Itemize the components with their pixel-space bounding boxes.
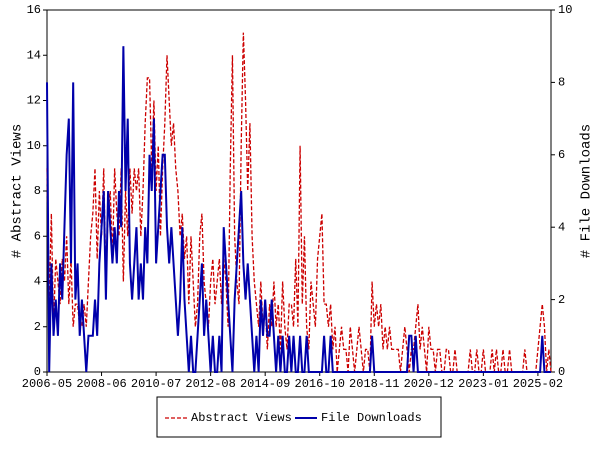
legend-label: File Downloads — [321, 411, 422, 425]
y2-tick-label: 10 — [558, 3, 572, 17]
y2-tick-label: 6 — [558, 148, 565, 162]
y2-axis-label: # File Downloads — [579, 124, 595, 258]
x-tick-label: 2008-06 — [76, 377, 126, 391]
y-tick-label: 4 — [34, 275, 41, 289]
x-tick-label: 2025-02 — [513, 377, 563, 391]
x-tick-label: 2006-05 — [22, 377, 72, 391]
y-tick-label: 10 — [27, 139, 41, 153]
x-tick-label: 2023-01 — [458, 377, 508, 391]
y-tick-label: 12 — [27, 94, 41, 108]
y2-tick-label: 4 — [558, 220, 565, 234]
x-tick-label: 2012-08 — [185, 377, 235, 391]
x-tick-label: 2010-07 — [131, 377, 181, 391]
y-tick-label: 14 — [27, 48, 41, 62]
y2-tick-label: 0 — [558, 365, 565, 379]
x-tick-label: 2020-12 — [404, 377, 454, 391]
y-tick-label: 6 — [34, 229, 41, 243]
x-tick-label: 2016-10 — [295, 377, 345, 391]
plot-frame — [46, 9, 552, 373]
x-tick-label: 2014-09 — [240, 377, 290, 391]
x-tick-label: 2018-11 — [349, 377, 399, 391]
y-tick-label: 8 — [34, 184, 41, 198]
y-tick-label: 0 — [34, 365, 41, 379]
legend-label: Abstract Views — [191, 411, 292, 425]
y2-tick-label: 2 — [558, 293, 565, 307]
y2-tick-label: 8 — [558, 76, 565, 90]
series-line — [46, 46, 551, 373]
y-axis-label: # Abstract Views — [10, 124, 26, 258]
y-tick-label: 2 — [34, 320, 41, 334]
y-tick-label: 16 — [27, 3, 41, 17]
